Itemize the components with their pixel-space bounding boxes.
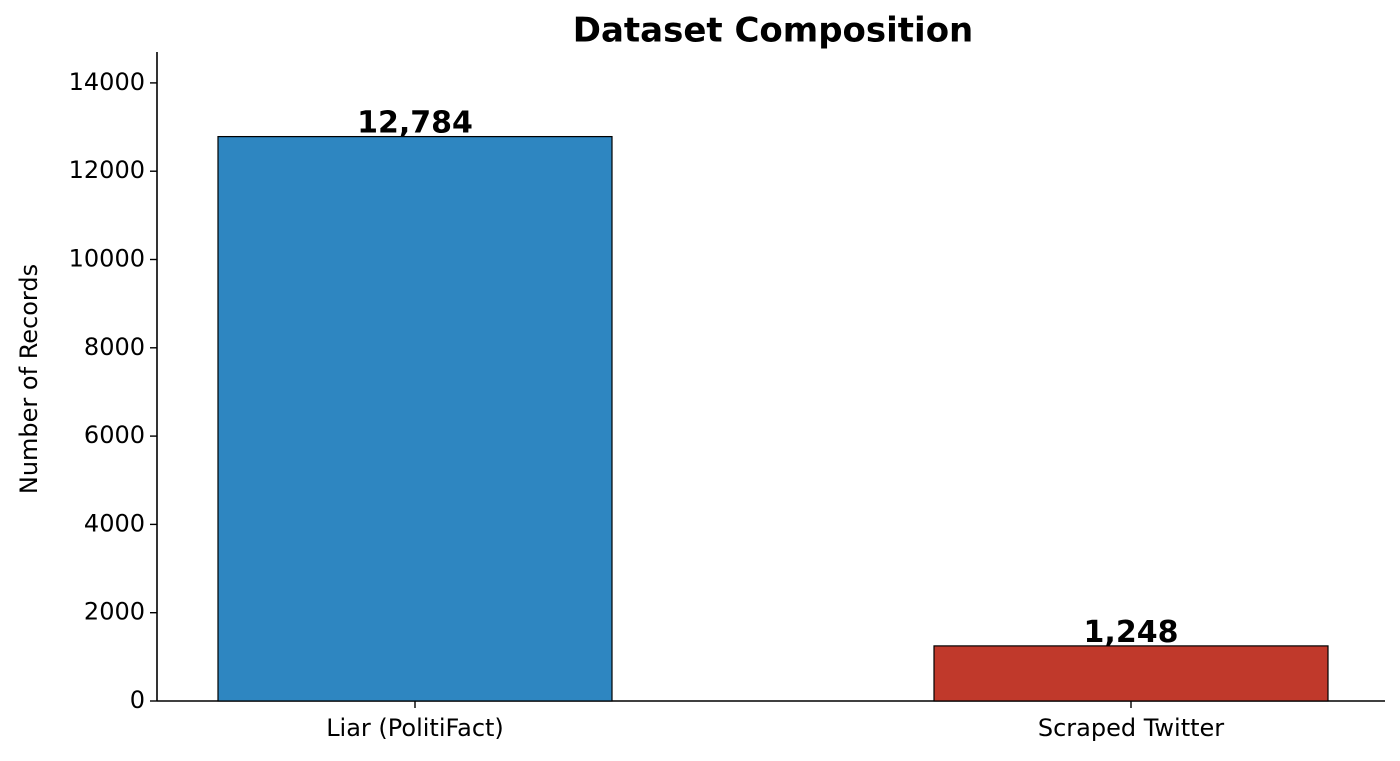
value-label: 12,784 (357, 106, 473, 141)
y-tick-label: 2000 (84, 598, 145, 626)
y-tick-label: 4000 (84, 509, 145, 537)
x-tick-label: Scraped Twitter (1038, 714, 1224, 742)
y-tick-label: 6000 (84, 421, 145, 449)
y-tick-label: 8000 (84, 333, 145, 361)
chart-title: Dataset Composition (573, 11, 974, 51)
y-tick-label: 0 (130, 686, 145, 714)
bar (217, 135, 613, 702)
y-tick-label: 14000 (69, 68, 145, 96)
x-tick-label: Liar (PolitiFact) (326, 714, 504, 742)
bar (933, 645, 1329, 702)
value-label: 1,248 (1084, 615, 1179, 650)
y-axis-label: Number of Records (15, 264, 43, 494)
y-tick-label: 10000 (69, 245, 145, 273)
y-tick-label: 12000 (69, 156, 145, 184)
